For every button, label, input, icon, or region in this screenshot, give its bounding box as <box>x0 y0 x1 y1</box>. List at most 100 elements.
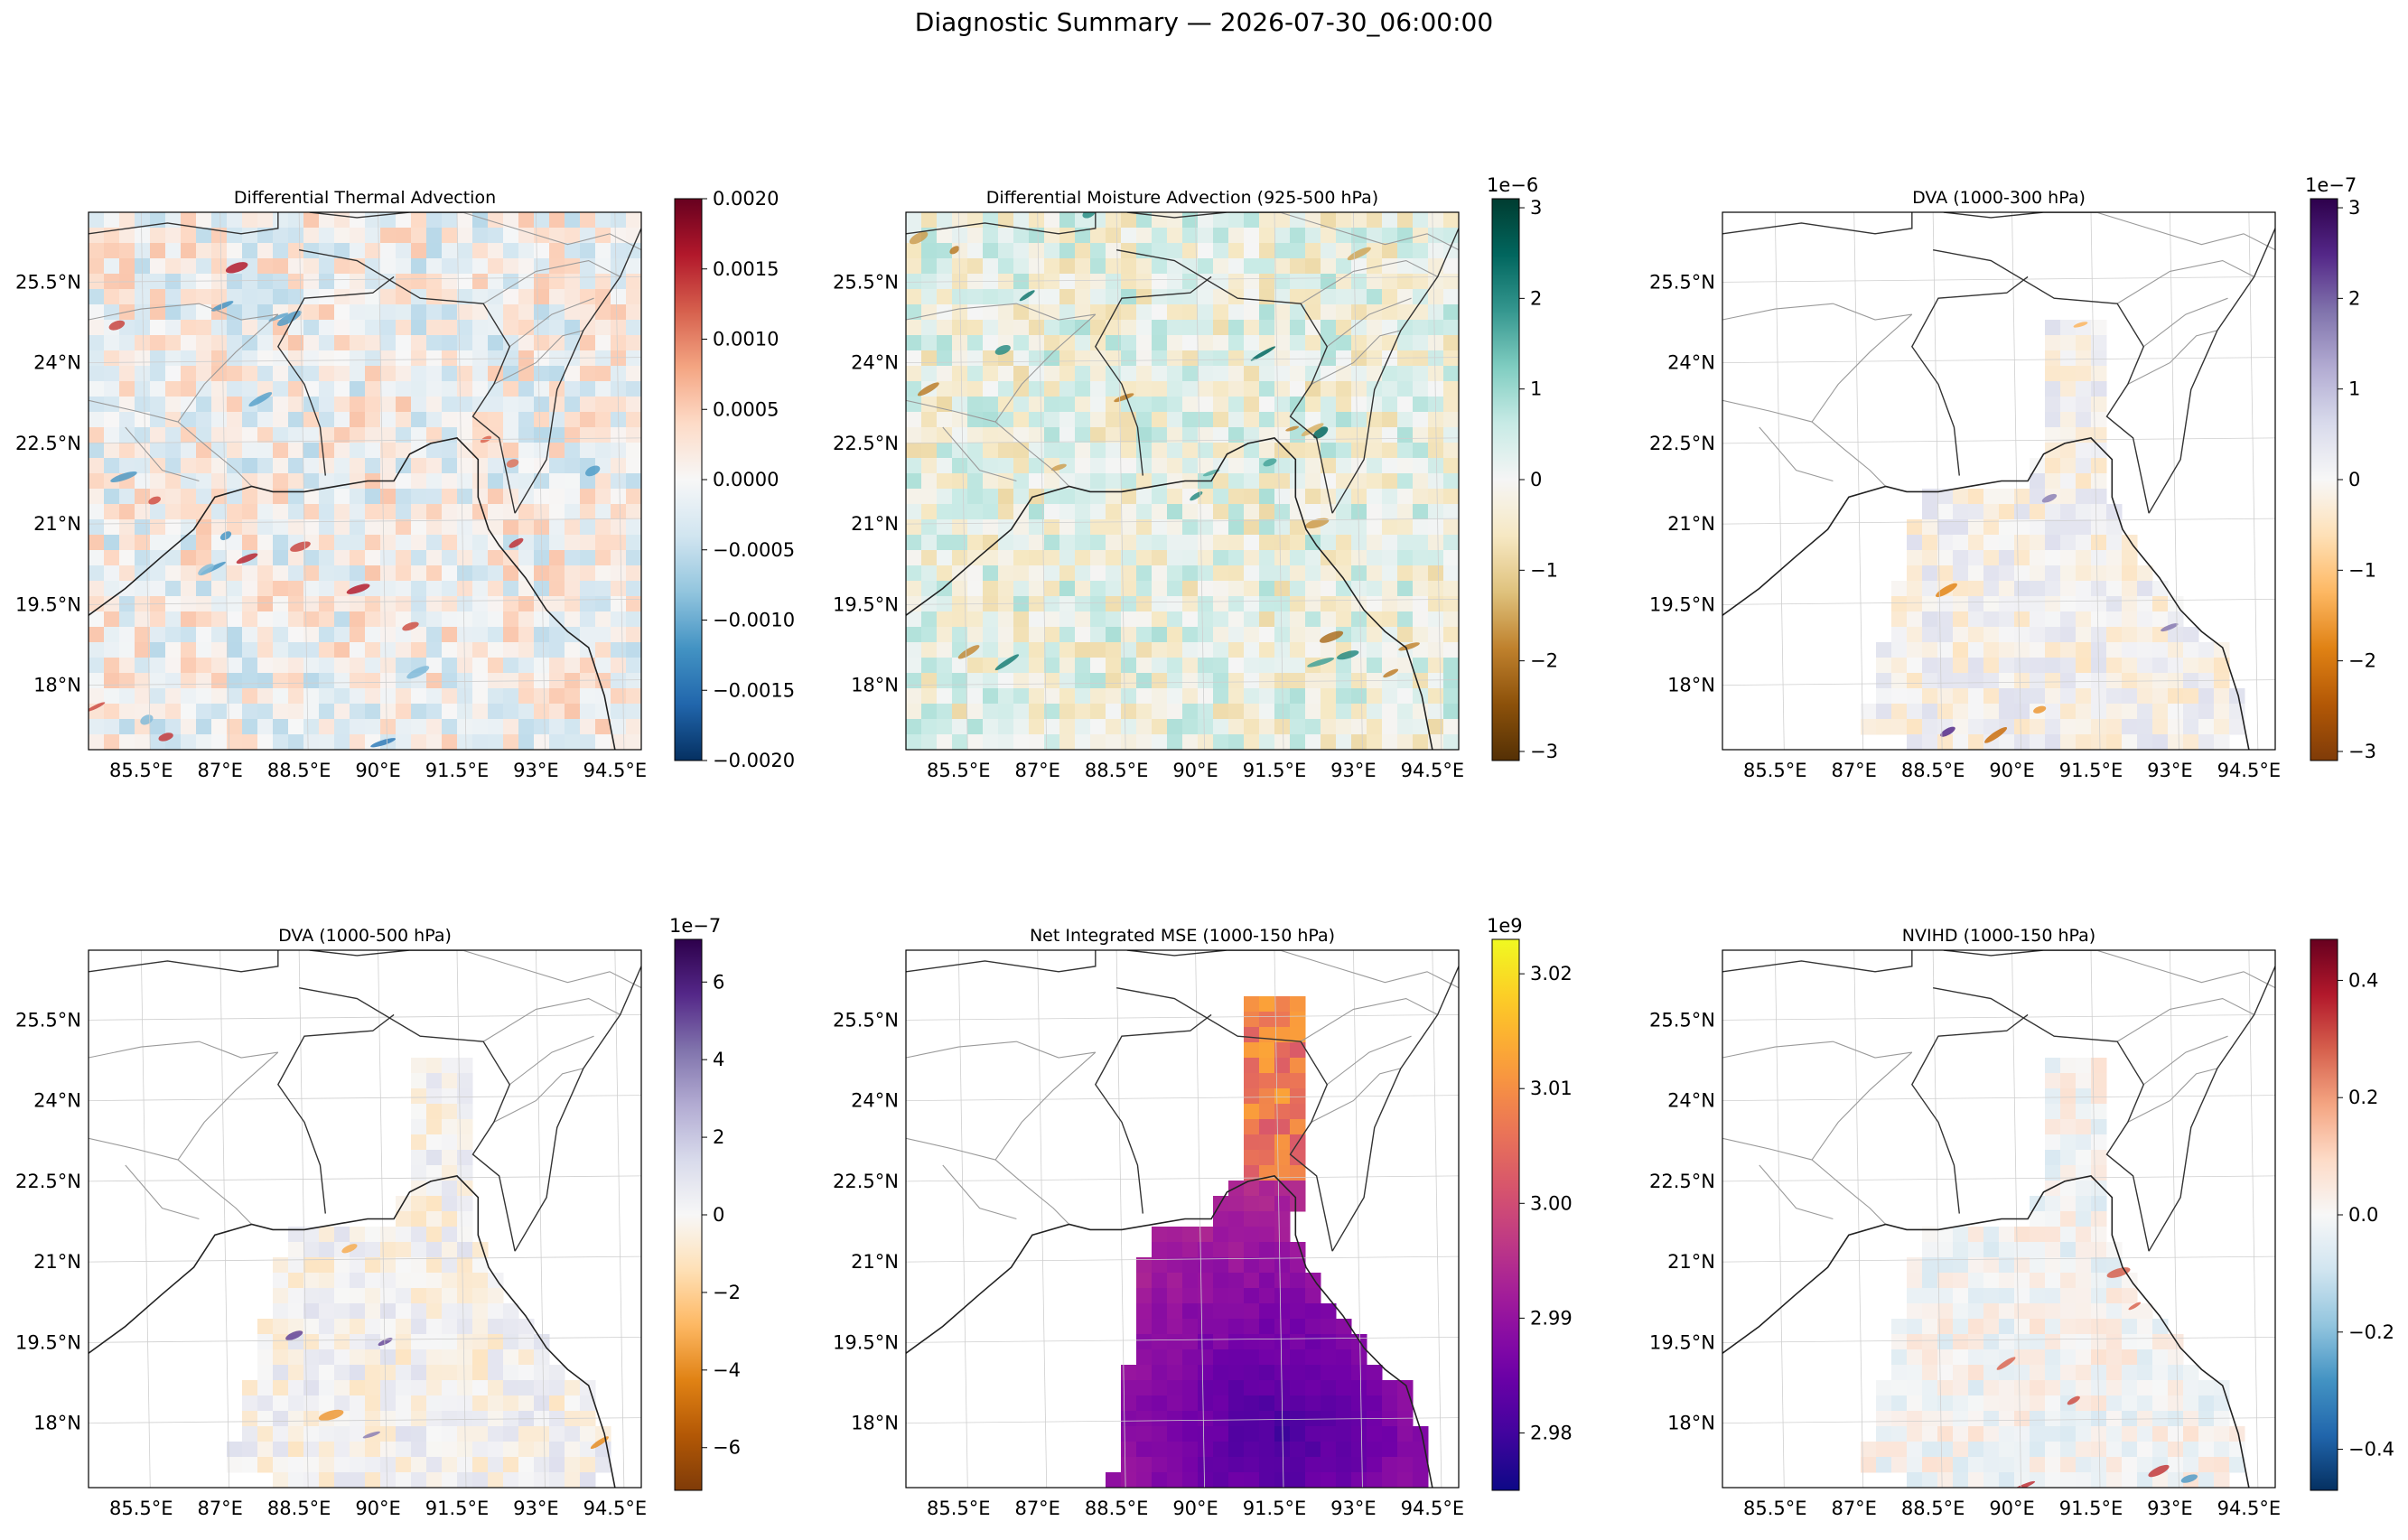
heatmap-field <box>89 212 641 750</box>
colorbar-tick-label: 0.0010 <box>713 329 779 350</box>
colorbar-tick-label: −2 <box>2348 650 2376 672</box>
x-tick-label: 93°E <box>2147 1498 2193 1519</box>
admin-border <box>1279 212 1459 251</box>
y-tick-label: 19.5°N <box>15 593 81 615</box>
admin-border <box>2127 330 2218 385</box>
admin-border <box>1759 1164 1834 1220</box>
x-tick-label: 90°E <box>1172 760 1218 781</box>
colorbar <box>2310 198 2338 761</box>
country-border <box>1943 950 2100 957</box>
y-tick-label: 19.5°N <box>15 1331 81 1353</box>
x-tick-label: 85.5°E <box>927 760 991 781</box>
gridlines <box>89 212 641 750</box>
x-tick-label: 88.5°E <box>1901 760 1965 781</box>
country-border <box>1933 986 2150 1252</box>
country-border <box>89 212 279 235</box>
colorbar-tick-label: 0.0020 <box>713 188 779 210</box>
colorbar-tick-label: −6 <box>713 1437 741 1459</box>
y-tick-label: 21°N <box>851 513 899 535</box>
admin-border <box>1311 1068 1402 1123</box>
admin-border <box>2095 950 2275 989</box>
y-tick-label: 21°N <box>33 1251 81 1273</box>
x-tick-label: 91.5°E <box>425 1498 490 1519</box>
y-tick-label: 21°N <box>33 513 81 535</box>
y-tick-label: 25.5°N <box>15 271 81 293</box>
colorbar-multiplier: 1e−7 <box>2305 174 2357 196</box>
x-tick-label: 87°E <box>197 1498 243 1519</box>
x-tick-label: 93°E <box>2147 760 2193 781</box>
country-border <box>1095 1013 1212 1214</box>
coastline <box>1722 437 2250 750</box>
colorbar-tick-label: 2.98 <box>1530 1422 1573 1443</box>
x-tick-label: 93°E <box>1330 1498 1377 1519</box>
country-border <box>299 248 516 514</box>
x-tick-label: 93°E <box>1330 760 1377 781</box>
country-border <box>2148 966 2275 1252</box>
country-border <box>1943 212 2100 219</box>
admin-border <box>906 303 1096 321</box>
country-border <box>277 1013 395 1214</box>
admin-border <box>1722 399 1887 487</box>
y-tick-label: 24°N <box>1667 1090 1715 1112</box>
axes-frame <box>88 211 642 751</box>
country-border <box>2148 228 2275 514</box>
admin-border <box>994 1051 1097 1161</box>
x-tick-label: 94.5°E <box>2217 760 2282 781</box>
admin-border <box>2116 259 2254 304</box>
country-border <box>1331 966 1459 1252</box>
colorbar <box>1491 198 1520 761</box>
colorbar-tick-label: 2 <box>2348 287 2360 309</box>
admin-border <box>89 1041 278 1059</box>
admin-border <box>1811 313 1913 423</box>
coastline <box>1722 1175 2250 1488</box>
country-border <box>1722 212 1913 235</box>
admin-border <box>1722 1137 1887 1225</box>
admin-border <box>1326 1035 1412 1086</box>
colorbar-tick-label: 0.0000 <box>713 469 779 490</box>
colorbar-tick-label: 1 <box>2348 378 2360 400</box>
axes-frame <box>905 211 1460 751</box>
y-tick-label: 25.5°N <box>833 271 899 293</box>
y-tick-label: 25.5°N <box>15 1009 81 1031</box>
colorbar-tick-label: −0.4 <box>2348 1439 2394 1461</box>
colorbar-tick-label: −0.0010 <box>713 610 795 631</box>
axes-frame <box>88 949 642 1489</box>
coastline <box>89 437 616 750</box>
country-border <box>309 212 466 219</box>
x-tick-label: 85.5°E <box>1743 760 1807 781</box>
x-tick-label: 85.5°E <box>1743 1498 1807 1519</box>
x-tick-label: 88.5°E <box>267 760 331 781</box>
y-tick-label: 25.5°N <box>1649 271 1715 293</box>
x-tick-label: 91.5°E <box>1243 760 1307 781</box>
country-border <box>1331 228 1459 514</box>
colorbar-tick-label: 6 <box>713 971 724 993</box>
x-tick-label: 90°E <box>1989 760 2035 781</box>
figure-title: Diagnostic Summary — 2026-07-30_06:00:00 <box>914 7 1494 37</box>
y-tick-label: 19.5°N <box>1649 593 1715 615</box>
country-border <box>514 966 641 1252</box>
colorbar-multiplier: 1e−7 <box>669 915 721 937</box>
colorbar <box>674 198 703 761</box>
admin-border <box>942 426 1017 482</box>
colorbar-tick-label: 2 <box>713 1126 724 1148</box>
y-tick-label: 19.5°N <box>1649 1331 1715 1353</box>
admin-border <box>2142 1035 2228 1086</box>
admin-border <box>177 1051 279 1161</box>
y-tick-label: 18°N <box>851 675 899 696</box>
y-tick-label: 24°N <box>851 1090 899 1112</box>
colorbar-tick-label: 4 <box>713 1049 724 1070</box>
x-tick-label: 91.5°E <box>1243 1498 1307 1519</box>
admin-border <box>1759 426 1834 482</box>
admin-border <box>89 399 253 487</box>
x-tick-label: 88.5°E <box>1901 1498 1965 1519</box>
country-border <box>514 228 641 514</box>
colorbar <box>2310 938 2338 1491</box>
admin-border <box>1722 1041 1912 1059</box>
heatmap-field <box>906 950 1459 1488</box>
admin-border <box>2127 1068 2218 1123</box>
colorbar-tick-label: 0 <box>1530 469 1542 490</box>
colorbar-tick-label: 0.2 <box>2348 1087 2378 1108</box>
admin-border <box>493 330 584 385</box>
admin-border <box>482 997 621 1042</box>
panel-differential-moisture-advection: Differential Moisture Advection (925-500… <box>833 174 1558 781</box>
